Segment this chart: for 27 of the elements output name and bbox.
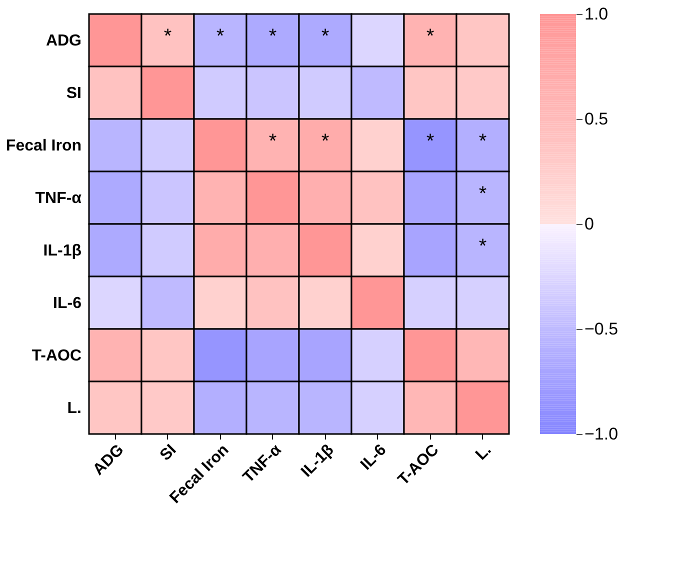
y-tick-label: TNF-α	[35, 190, 82, 207]
data-label: *	[478, 130, 487, 152]
y-tick-label: Fecal Iron	[6, 137, 82, 154]
y-tick-label: IL-6	[53, 294, 82, 312]
data-label: *	[268, 25, 277, 48]
y-tick-label: T-AOC	[32, 347, 82, 364]
x-tick-label: IL-6	[358, 441, 390, 474]
data-label: *	[216, 25, 224, 48]
data-label: *	[426, 25, 434, 48]
data-label: *	[268, 130, 277, 152]
color-bar-label: −0.5	[584, 320, 618, 338]
data-label: *	[164, 25, 172, 48]
y-tick-label: IL-1β	[43, 242, 82, 260]
data-label: *	[321, 25, 330, 48]
y-tick-label: L.	[67, 400, 82, 417]
x-tick-label: L.	[472, 442, 495, 464]
color-bar-label: 0.5	[584, 110, 608, 128]
color-bar-label: 1.0	[584, 4, 608, 24]
data-label: *	[426, 130, 434, 152]
color-bar-label: −1.0	[584, 424, 618, 444]
data-label: *	[478, 235, 487, 258]
y-tick-label: SI	[66, 84, 82, 102]
x-tick-label: SI	[157, 442, 180, 464]
data-label: *	[321, 130, 330, 152]
color-bar-label: 0	[584, 214, 594, 234]
data-label: *	[478, 182, 487, 205]
y-tick-label: ADG	[46, 32, 82, 50]
